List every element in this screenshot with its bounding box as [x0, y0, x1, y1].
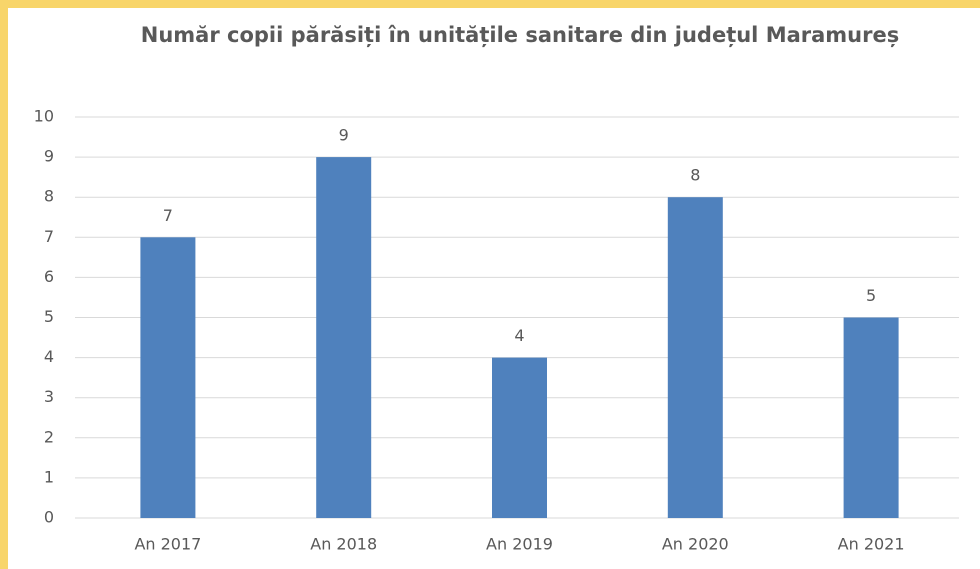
y-tick-label: 7 [44, 227, 54, 246]
y-tick-label: 3 [44, 387, 54, 406]
data-label: 7 [163, 206, 173, 225]
y-tick-label: 1 [44, 467, 54, 486]
y-tick-label: 6 [44, 267, 54, 286]
bar [140, 237, 196, 519]
bar [843, 317, 899, 518]
x-tick-label: An 2019 [486, 535, 553, 554]
y-tick-label: 2 [44, 427, 54, 446]
bar [316, 157, 372, 518]
x-tick-label: An 2018 [310, 535, 377, 554]
chart-title: Număr copii părăsiți în unitățile sanita… [140, 23, 900, 47]
bar [492, 357, 547, 518]
data-label: 8 [690, 166, 700, 185]
y-tick-label: 10 [34, 107, 54, 126]
data-label: 4 [514, 326, 524, 345]
y-tick-label: 8 [44, 187, 54, 206]
y-tick-label: 4 [44, 347, 54, 366]
x-tick-label: An 2021 [838, 535, 905, 554]
y-tick-label: 0 [44, 508, 54, 527]
x-tick-label: An 2020 [662, 535, 729, 554]
data-label: 5 [866, 286, 876, 305]
bar [667, 197, 723, 518]
x-tick-label: An 2017 [134, 535, 201, 554]
data-label: 9 [339, 126, 349, 145]
y-tick-label: 9 [44, 147, 54, 166]
y-tick-label: 5 [44, 307, 54, 326]
